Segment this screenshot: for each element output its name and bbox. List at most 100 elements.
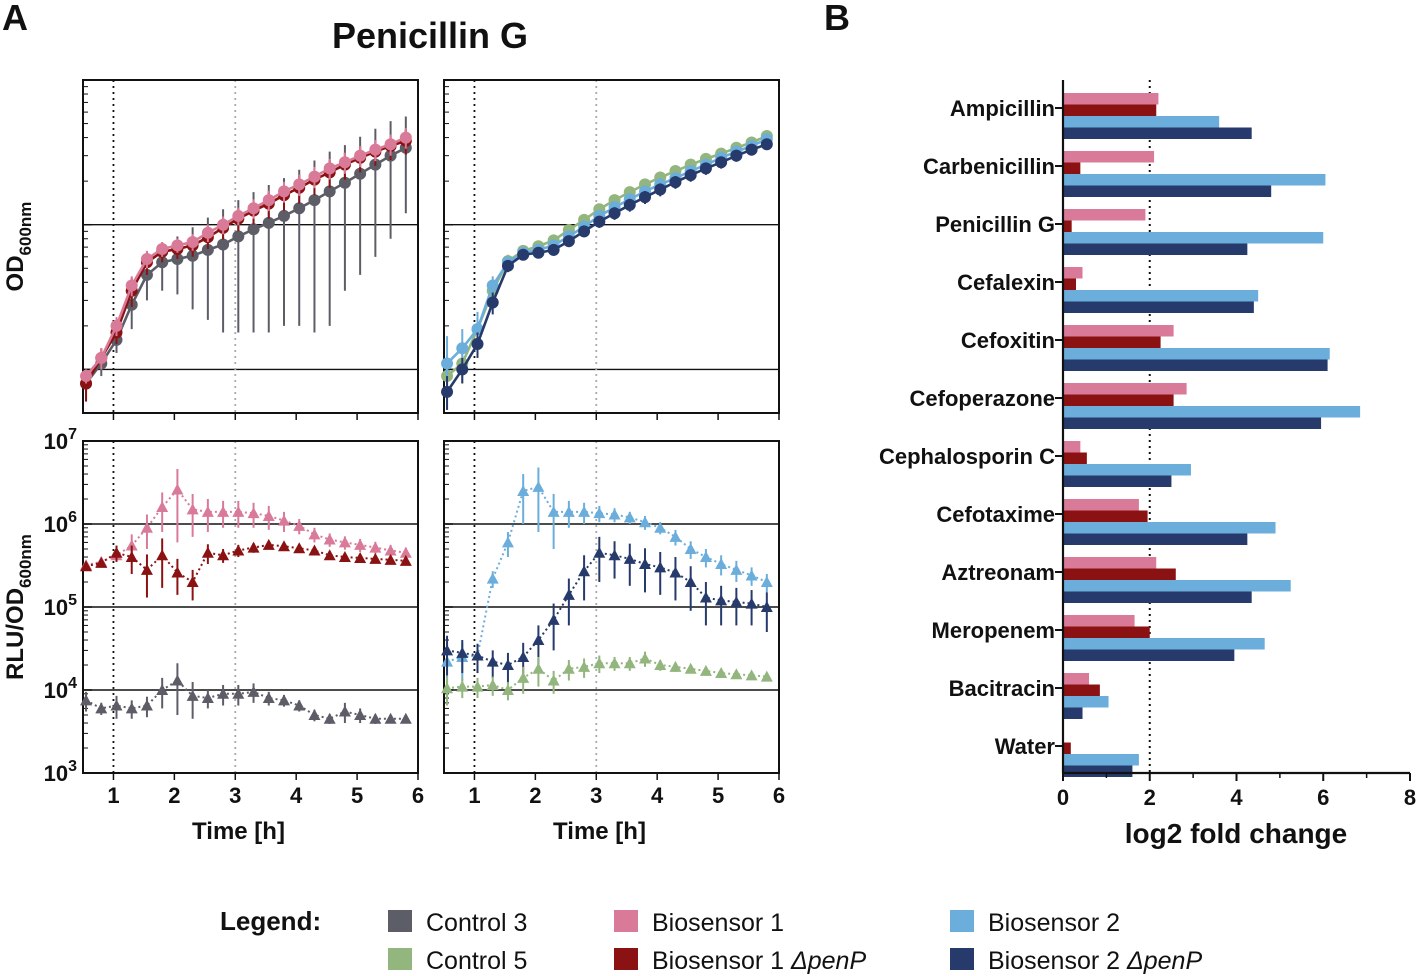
data-point — [578, 565, 591, 577]
series-line — [445, 142, 768, 393]
data-point — [140, 521, 153, 533]
data-point — [156, 684, 169, 695]
bar-biosensor1 — [1063, 151, 1155, 163]
bar-biosensor1_penP — [1063, 626, 1150, 638]
bar-biosensor1 — [1063, 93, 1159, 105]
data-point — [623, 198, 636, 211]
data-point — [441, 682, 454, 694]
data-point — [456, 363, 469, 376]
data-point — [369, 552, 382, 564]
data-point — [715, 156, 728, 169]
data-point — [745, 669, 758, 681]
data-point — [201, 546, 214, 558]
data-point — [562, 588, 575, 600]
bar-biosensor2 — [1063, 232, 1324, 244]
data-point — [278, 514, 290, 526]
bar-biosensor2_penP — [1063, 359, 1328, 371]
bar-biosensor2 — [1063, 406, 1361, 418]
data-point — [354, 551, 367, 563]
y-tick-base: 10 — [44, 761, 68, 786]
y-tick-exponent: 5 — [68, 592, 77, 609]
bar-biosensor2_penP — [1063, 185, 1272, 197]
data-point — [125, 539, 138, 551]
data-point — [186, 576, 199, 588]
data-point — [745, 597, 758, 609]
legend-label-text: Biosensor 2 — [988, 947, 1127, 975]
category-label: Bacitracin — [949, 676, 1055, 701]
data-point — [369, 541, 382, 553]
category-label: Meropenem — [932, 618, 1055, 643]
data-point — [278, 694, 290, 706]
data-point — [593, 657, 606, 669]
data-point — [308, 194, 321, 207]
data-point — [608, 549, 621, 561]
category-label: Cefalexin — [957, 270, 1055, 295]
data-point — [323, 533, 336, 545]
series-line — [85, 487, 406, 567]
legend-label-text: Control 5 — [426, 947, 527, 975]
data-point — [354, 708, 367, 720]
data-point — [684, 542, 697, 554]
data-point — [125, 702, 138, 714]
data-point — [715, 594, 728, 606]
x-tick-label: 5 — [712, 783, 724, 808]
data-point — [323, 549, 336, 561]
data-point — [293, 519, 306, 531]
data-point — [745, 143, 758, 156]
data-point — [501, 536, 514, 548]
data-point — [547, 243, 560, 256]
series-line — [446, 485, 768, 663]
data-point — [156, 242, 169, 255]
data-point — [80, 560, 93, 572]
category-label: Ampicillin — [950, 96, 1055, 121]
data-point — [369, 712, 382, 724]
data-point — [654, 521, 667, 533]
data-point — [760, 601, 773, 612]
data-point — [501, 684, 514, 695]
bar-biosensor2_penP — [1063, 417, 1322, 429]
data-point — [217, 505, 230, 517]
bar-biosensor1 — [1063, 325, 1174, 337]
data-point — [171, 239, 184, 252]
data-point — [140, 252, 153, 265]
data-point — [80, 370, 93, 383]
category-label: Cefoxitin — [961, 328, 1055, 353]
data-point — [532, 634, 545, 646]
data-point — [562, 505, 575, 517]
bar-biosensor1_penP — [1063, 568, 1176, 580]
data-point — [232, 209, 245, 222]
data-point — [95, 556, 108, 568]
legend-swatch-control3 — [388, 910, 412, 932]
bar-biosensor2_penP — [1063, 475, 1172, 487]
series-line — [446, 657, 767, 692]
data-point — [293, 178, 306, 191]
bar-biosensor2 — [1063, 754, 1139, 766]
series-line — [85, 146, 407, 385]
data-point — [369, 143, 382, 156]
x-tick-label: 2 — [529, 783, 541, 808]
data-point — [471, 649, 484, 661]
data-point — [110, 319, 123, 332]
data-point — [517, 650, 530, 662]
data-point — [623, 657, 636, 669]
y-tick-exponent: 6 — [68, 509, 77, 526]
bar-biosensor1_penP — [1063, 104, 1157, 116]
bar-biosensor2 — [1063, 696, 1109, 708]
panel-label-b: B — [824, 0, 850, 38]
data-point — [384, 544, 397, 556]
x-tick-label: 6 — [412, 783, 424, 808]
data-point — [262, 538, 275, 550]
legend-label-text: Control 3 — [426, 909, 527, 937]
series-control5 — [441, 130, 773, 402]
data-point — [217, 687, 230, 699]
legend-label-italic: ΔpenP — [1126, 947, 1202, 975]
x-tick-label: 3 — [590, 783, 602, 808]
x-tick-label: 2 — [1144, 785, 1156, 810]
legend: Legend: Control 3 Biosensor 1 Biosensor 2 Co… — [220, 906, 1202, 975]
bar-biosensor1 — [1063, 499, 1139, 511]
series-biosensor2 — [441, 467, 773, 703]
data-point — [593, 215, 606, 228]
chart-od-left: OD600nm — [2, 79, 419, 420]
data-point — [623, 552, 636, 564]
